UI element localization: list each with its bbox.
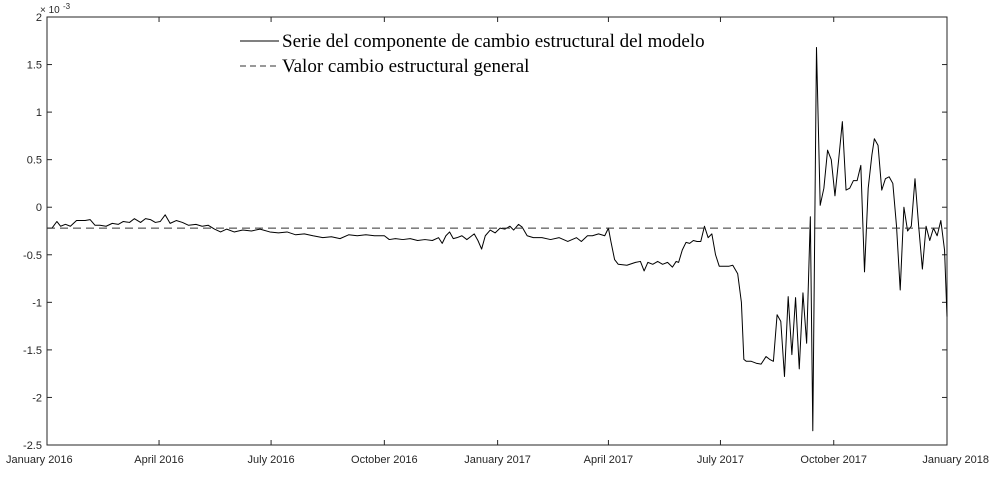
- x-tick-label: October 2016: [351, 454, 418, 466]
- x-tick-label: April 2017: [584, 454, 634, 466]
- y-tick-label: 0: [36, 202, 42, 214]
- y-tick-label: -2: [32, 392, 42, 404]
- y-tick-label: -2.5: [23, 440, 42, 452]
- x-tick-label: January 2018: [922, 454, 989, 466]
- series-line-structural-component: [47, 46, 948, 432]
- y-tick-label: -1: [32, 297, 42, 309]
- y-multiplier-base: × 10: [40, 5, 60, 16]
- y-tick-label: -1.5: [23, 345, 42, 357]
- x-tick-label: July 2017: [697, 454, 744, 466]
- x-tick-label: January 2017: [464, 454, 531, 466]
- y-tick-label: 1: [36, 107, 42, 119]
- y-axis-multiplier: × 10 -3: [40, 2, 71, 16]
- legend-label-series: Serie del componente de cambio estructur…: [282, 31, 705, 52]
- y-tick-label: 1.5: [27, 60, 42, 72]
- x-tick-label: April 2016: [134, 454, 184, 466]
- x-tick-label: January 2016: [6, 454, 73, 466]
- y-tick-label: 0.5: [27, 155, 42, 167]
- plot-frame: [46, 16, 948, 446]
- y-tick-label: 2: [36, 12, 42, 24]
- series-group: [47, 46, 948, 432]
- x-tick-label: October 2017: [800, 454, 867, 466]
- axes: 2 1.5 1 0.5 0 -0.5 -1 -1.5 -2 -2.5 January 2016 Apr…: [6, 12, 989, 466]
- y-tick-label: -0.5: [23, 250, 42, 262]
- legend-label-general: Valor cambio estructural general: [282, 56, 529, 77]
- legend: Serie del componente de cambio estructur…: [240, 31, 705, 77]
- y-multiplier-exponent: -3: [63, 2, 71, 11]
- x-tick-label: July 2016: [248, 454, 295, 466]
